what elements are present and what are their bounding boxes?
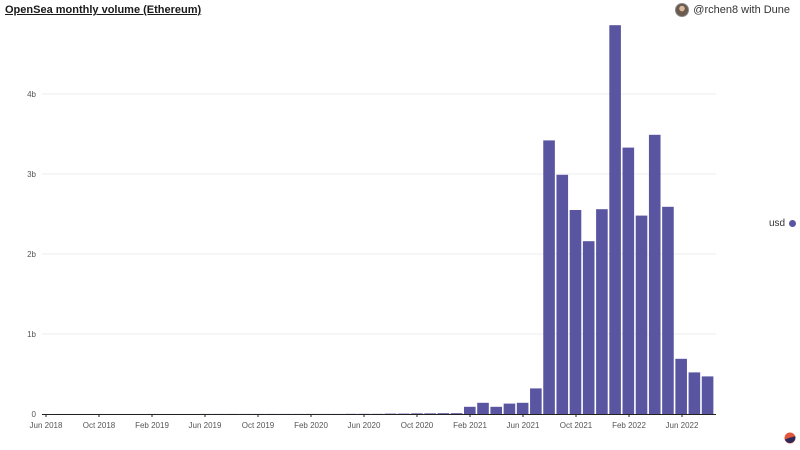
bar-aug-2022 [701,376,714,414]
bar-jan-2021 [450,413,463,414]
bar-oct-2021 [569,210,582,414]
attribution[interactable]: @rchen8 with Dune [675,3,790,17]
y-axis-ticks: 0 1b 2b 3b 4b [27,90,36,419]
bars [54,25,714,415]
chart-title[interactable]: OpenSea monthly volume (Ethereum) [5,4,202,16]
x-tick-label: Oct 2019 [242,421,275,430]
bar-dec-2021 [596,209,608,414]
y-tick-label: 0 [32,410,37,419]
bar-may-2021 [503,403,516,414]
x-tick-label: Feb 2019 [135,421,169,430]
dune-logo-icon[interactable] [784,432,796,444]
x-tick-label: Jun 2018 [30,421,63,430]
bar-feb-2021 [464,406,476,414]
bar-mar-2021 [477,402,489,414]
bar-oct-2020 [411,413,423,414]
bar-jan-2022 [609,25,621,414]
bar-jul-2021 [530,388,542,414]
bar-sep-2021 [556,174,569,414]
y-tick-label: 2b [27,250,36,259]
attribution-brand[interactable]: Dune [763,4,790,16]
x-tick-label: Jun 2020 [348,421,381,430]
y-tick-label: 1b [27,330,36,339]
bar-jul-2022 [688,372,701,414]
x-tick-label: Feb 2022 [612,421,646,430]
x-tick-label: Feb 2020 [294,421,328,430]
y-tick-label: 3b [27,170,36,179]
bar-aug-2021 [543,140,555,414]
bar-may-2022 [662,206,674,414]
bar-jun-2021 [516,402,529,414]
bar-dec-2020 [437,413,450,414]
bar-jun-2022 [675,358,687,414]
y-tick-label: 4b [27,90,36,99]
x-tick-label: Oct 2018 [83,421,116,430]
x-axis-ticks: Jun 2018 Oct 2018 Feb 2019 Jun 2019 Oct 2019… [30,414,699,430]
bar-feb-2022 [622,147,635,414]
x-tick-label: Jun 2021 [507,421,540,430]
attribution-user: @rchen8 with [693,4,761,16]
legend-label: usd [769,218,786,229]
legend-dot-icon [789,220,797,227]
x-tick-label: Feb 2021 [453,421,487,430]
bar-nov-2020 [424,413,436,414]
bar-apr-2022 [648,134,661,415]
bar-nov-2021 [582,241,595,414]
bar-apr-2021 [490,406,503,414]
bar-mar-2022 [635,215,648,414]
x-tick-label: Oct 2021 [560,421,593,430]
legend-item-usd[interactable]: usd [769,218,797,229]
x-tick-label: Jun 2022 [666,421,699,430]
x-tick-label: Oct 2020 [401,421,434,430]
user-avatar-icon [675,3,690,17]
x-tick-label: Jun 2019 [189,421,222,430]
